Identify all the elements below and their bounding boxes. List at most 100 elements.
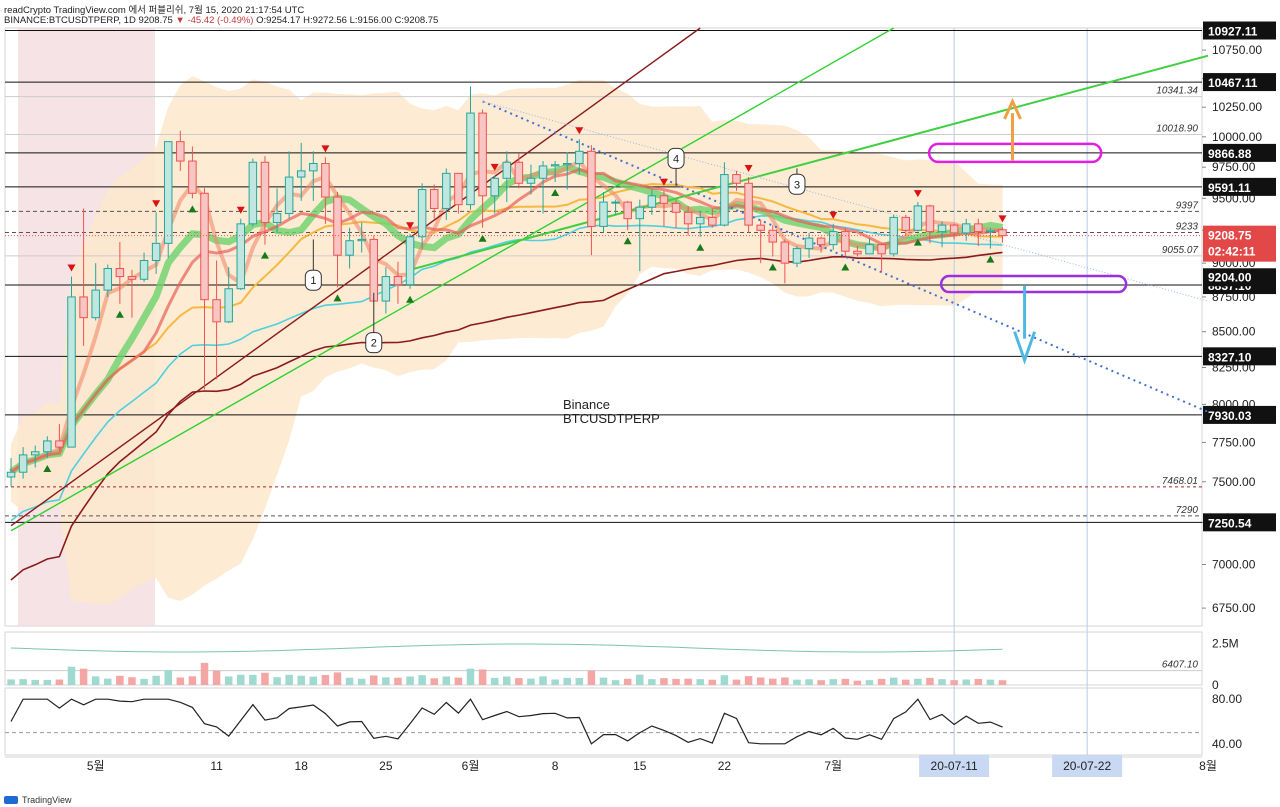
volume-bar: [817, 680, 825, 685]
countdown-label: 02:42:11: [1208, 245, 1256, 259]
candle-body: [79, 296, 88, 319]
level-badge: [1203, 347, 1276, 366]
candle-body: [212, 299, 221, 323]
sell-signal-triangle: [236, 206, 245, 214]
volume-bar: [164, 670, 172, 685]
volume-bar: [128, 677, 136, 685]
volume-bar: [841, 678, 850, 685]
candle-body: [357, 238, 366, 242]
volume-bar: [805, 679, 813, 685]
candle-body: [127, 276, 137, 280]
buy-signal-triangle: [913, 238, 922, 246]
candle-body: [333, 196, 342, 256]
volume-bar: [152, 675, 160, 685]
candle-body: [998, 229, 1007, 237]
candle-body: [200, 192, 209, 301]
x-tick-label: 18: [295, 759, 309, 773]
candle-body: [284, 176, 294, 215]
candle-body: [671, 202, 681, 213]
volume-bar: [962, 679, 970, 685]
price-tick-label: 8500.00: [1212, 325, 1256, 339]
x-tick-label: 5월: [87, 759, 105, 773]
candle-body: [792, 248, 802, 264]
x-tick-label: 8월: [1199, 759, 1217, 773]
candle-body: [611, 201, 620, 204]
price-marker-label: 9208.75: [1208, 229, 1252, 243]
candle-body: [91, 289, 100, 319]
candle-body: [986, 229, 995, 233]
volume-bar: [237, 674, 245, 685]
volume-bar: [297, 675, 305, 685]
candle-body: [853, 250, 862, 255]
volume-bar: [31, 679, 39, 685]
price-marker-badge: [1203, 225, 1276, 262]
level-label: 6407.10: [1162, 660, 1199, 671]
price-tick-label: 7000.00: [1212, 557, 1256, 571]
level-badge-label: 9591.11: [1208, 181, 1251, 195]
support-highlight: [939, 274, 1128, 294]
candle-body: [925, 205, 935, 233]
candle-body: [550, 164, 560, 167]
volume-bar: [551, 679, 559, 685]
volume-bar: [732, 679, 741, 685]
candle-body: [937, 224, 947, 233]
candle-body: [635, 206, 645, 220]
candle-body: [176, 141, 185, 162]
volume-bar: [200, 662, 209, 685]
sell-signal-triangle: [575, 127, 584, 135]
volume-bar: [176, 677, 185, 685]
volume-bar: [91, 676, 100, 685]
publish-info: readCrypto TradingView.com 에서 퍼블리쉬, 7월 1…: [4, 5, 305, 16]
candle-body: [417, 189, 427, 238]
level-badge-label: 8327.10: [1208, 350, 1252, 364]
candle-body: [405, 236, 415, 286]
volume-bar: [418, 675, 426, 685]
volume-bar: [261, 672, 269, 685]
candle-body: [599, 201, 608, 227]
candle-body: [139, 259, 149, 280]
volume-bar: [829, 679, 837, 685]
oscillator-tick-label: 80.00: [1212, 692, 1242, 706]
volume-bar: [623, 678, 632, 685]
ohlc-values: O:9254.17 H:9272.56 L:9156.00 C:9208.75: [256, 15, 439, 26]
volume-bar: [406, 676, 414, 685]
price-tick-label: 10750.00: [1212, 43, 1262, 57]
volume-bar: [648, 679, 656, 685]
price-tick-label: 10000.00: [1212, 130, 1262, 144]
symbol-label: BINANCE:BTCUSDTPERP, 1D 9208.75: [4, 15, 173, 26]
volume-average-line: [10, 643, 1003, 653]
volume-bar: [599, 677, 608, 685]
sell-signal-triangle: [659, 178, 668, 186]
volume-bar: [7, 679, 15, 685]
buy-signal-triangle: [841, 263, 850, 271]
trend-line-green: [409, 54, 1209, 271]
candle-body: [587, 150, 596, 227]
candle-body: [478, 112, 487, 197]
tradingview-logo[interactable]: TradingView: [4, 795, 72, 805]
sell-signal-triangle: [998, 215, 1007, 223]
candle-body: [828, 231, 838, 246]
date-highlight-label: 20-07-22: [1063, 759, 1111, 773]
price-tick-label: 7500.00: [1212, 475, 1256, 489]
candle-body: [260, 161, 270, 224]
sell-signal-triangle: [913, 190, 922, 198]
callout-label: 2: [371, 338, 377, 350]
tradingview-icon: [4, 796, 18, 804]
buy-signal-triangle: [986, 255, 995, 263]
change-value: ▼ -45.42 (-0.49%): [175, 15, 254, 26]
volume-bar: [889, 677, 898, 685]
price-tick-label: 10250.00: [1212, 100, 1262, 114]
up-arrow-icon: [1003, 97, 1022, 162]
candle-body: [393, 276, 403, 286]
candle-body: [309, 162, 318, 172]
sell-signal-triangle: [321, 145, 330, 153]
volume-bar: [55, 679, 64, 685]
level-badge: [1203, 73, 1276, 92]
candle-body: [115, 267, 125, 278]
volume-bar: [490, 677, 499, 685]
candle-body: [369, 238, 379, 302]
candle-body: [55, 440, 64, 448]
volume-bar: [696, 679, 704, 685]
resistance-highlight: [927, 142, 1103, 164]
